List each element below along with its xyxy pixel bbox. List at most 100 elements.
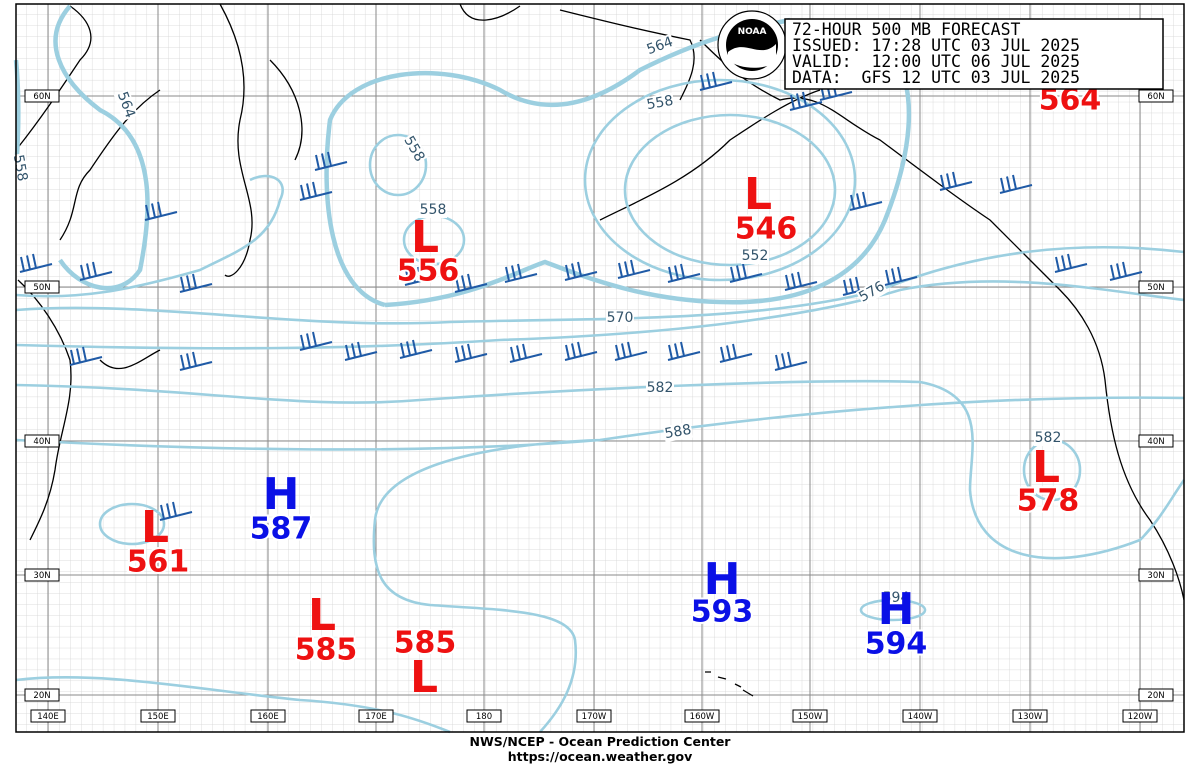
contour-570 xyxy=(15,245,1185,325)
lon-label: 160W xyxy=(690,712,715,722)
barb-shape xyxy=(159,501,193,521)
center-symbol: L xyxy=(141,502,169,553)
barb-shape xyxy=(999,174,1033,194)
wind-barb xyxy=(299,331,333,351)
lon-label: 140W xyxy=(908,712,933,722)
lon-label: 170W xyxy=(582,712,607,722)
wind-barb xyxy=(1109,261,1143,281)
lon-label-box xyxy=(792,709,828,723)
wind-barb xyxy=(344,341,378,361)
wind-barb xyxy=(1054,253,1088,273)
center-value: 546 xyxy=(735,212,798,247)
barb-shape xyxy=(79,261,113,281)
lat-label-box xyxy=(1138,280,1174,294)
barb-shape xyxy=(774,351,808,371)
lon-label-box xyxy=(576,709,612,723)
barb-shape xyxy=(299,181,333,201)
contour-558 xyxy=(583,78,857,282)
center-symbol: L xyxy=(411,212,439,263)
contour-label-bg xyxy=(419,202,447,218)
contour-label-bg xyxy=(644,92,676,114)
wind-barb xyxy=(144,201,178,221)
barb-shape xyxy=(849,191,883,211)
wind-barb xyxy=(849,191,883,211)
wind-barb xyxy=(719,343,753,363)
barb-shape xyxy=(729,263,763,283)
center-value: 556 xyxy=(397,254,460,289)
wind-barb xyxy=(179,351,213,371)
barb-shape xyxy=(667,341,701,361)
lon-label: 150W xyxy=(798,712,823,722)
wind-barb xyxy=(509,343,543,363)
wind-barbs xyxy=(19,71,1143,521)
barb-shape xyxy=(454,273,488,293)
center-value: 561 xyxy=(127,545,190,580)
lat-label: 30N xyxy=(33,571,50,581)
barb-shape xyxy=(509,343,543,363)
barb-shape xyxy=(939,171,973,191)
contours xyxy=(13,4,1186,734)
contour-label-bg xyxy=(882,590,910,606)
wind-barb xyxy=(564,341,598,361)
lat-label-box xyxy=(24,89,60,103)
barb-shape xyxy=(179,351,213,371)
contour-label: 588 xyxy=(663,422,692,442)
wind-barb xyxy=(564,261,598,281)
header-line: ISSUED: 17:28 UTC 03 JUL 2025 xyxy=(792,36,1080,55)
center-symbol: H xyxy=(878,584,915,635)
barb-shape xyxy=(614,341,648,361)
wind-barb xyxy=(667,263,701,283)
center-symbol: L xyxy=(1032,442,1060,493)
barb-shape xyxy=(144,201,178,221)
header-line: 72-HOUR 500 MB FORECAST xyxy=(792,20,1021,39)
lat-label-box xyxy=(24,688,60,702)
wind-barb xyxy=(159,501,193,521)
contour-label: 552 xyxy=(742,248,769,264)
barb-shape xyxy=(699,71,733,91)
center-value: 585 xyxy=(394,626,457,661)
lat-label-box xyxy=(24,568,60,582)
lon-label: 120W xyxy=(1128,712,1153,722)
wind-barb xyxy=(789,91,823,111)
minor-grid xyxy=(16,4,1184,732)
center-value: 593 xyxy=(691,595,754,630)
barb-shape xyxy=(179,273,213,293)
center-value: 585 xyxy=(295,633,358,668)
contour-552 xyxy=(623,113,837,267)
lon-label: 130W xyxy=(1018,712,1043,722)
wind-barb xyxy=(774,351,808,371)
center-symbol: L xyxy=(308,590,336,641)
lat-label: 40N xyxy=(33,437,50,447)
contour-label-bg xyxy=(662,421,694,443)
lat-label-box xyxy=(1138,688,1174,702)
logo-text: NOAA xyxy=(738,27,767,37)
barb-shape xyxy=(784,271,818,291)
geo-labels: 140E 150E 160E 170E 180 170W 160W 150W 140W 130W 1… xyxy=(24,89,1174,723)
center-symbol: H xyxy=(263,469,300,520)
logo-bird xyxy=(728,44,776,68)
wind-barb xyxy=(999,174,1033,194)
wind-barb xyxy=(667,341,701,361)
contour-564 xyxy=(53,4,150,291)
lon-label: 170E xyxy=(365,712,387,722)
hawaii xyxy=(705,671,754,697)
lon-label: 140E xyxy=(37,712,59,722)
lat-label: 20N xyxy=(1147,691,1164,701)
barb-shape xyxy=(314,151,348,171)
wind-barb xyxy=(617,259,651,279)
barb-shape xyxy=(819,81,853,101)
wind-barb xyxy=(69,346,103,366)
lat-label: 60N xyxy=(1147,92,1164,102)
center-symbol: L xyxy=(744,169,772,220)
center-symbol: H xyxy=(704,554,741,605)
lon-label-box xyxy=(30,709,66,723)
contour-576 xyxy=(15,174,1185,350)
lon-label-box xyxy=(684,709,720,723)
lon-label-box xyxy=(1012,709,1048,723)
barb-shape xyxy=(404,266,438,286)
lat-label: 50N xyxy=(1147,283,1164,293)
wind-barb xyxy=(819,81,853,101)
lat-label-box xyxy=(1138,568,1174,582)
